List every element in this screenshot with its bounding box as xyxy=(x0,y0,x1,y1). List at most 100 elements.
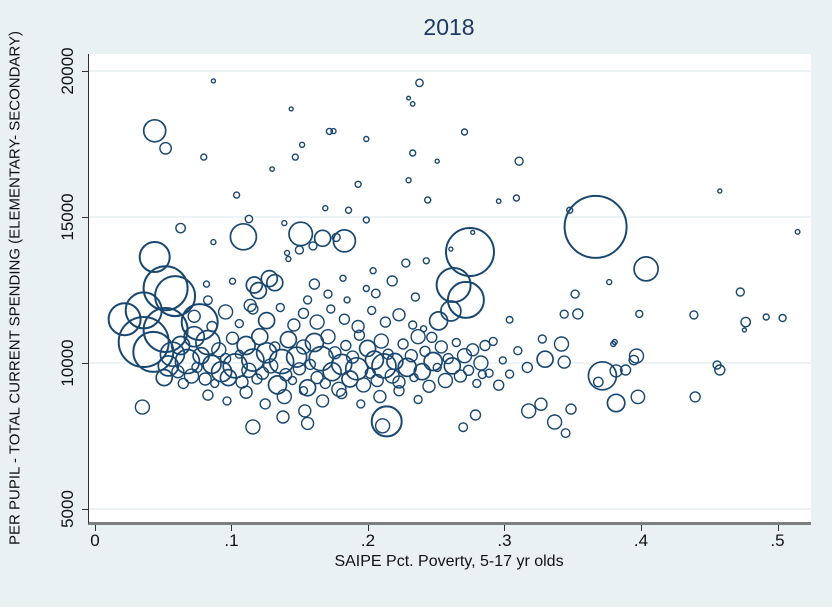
x-tick xyxy=(94,525,96,531)
y-tick-label: 15000 xyxy=(58,193,77,241)
bubble xyxy=(341,370,359,388)
bubble xyxy=(363,135,370,143)
bubble xyxy=(606,393,626,413)
x-tick-label: .5 xyxy=(770,531,785,550)
bubble xyxy=(155,368,174,387)
bubble xyxy=(330,127,337,135)
bubble xyxy=(354,180,362,189)
bubble xyxy=(250,327,269,346)
bubble xyxy=(294,245,305,255)
bubble xyxy=(217,304,234,320)
bubble xyxy=(559,309,569,319)
bubble xyxy=(689,310,699,320)
bubble xyxy=(183,368,200,384)
y-axis-title: PER PUPIL - TOTAL CURRENT SPENDING (ELEM… xyxy=(6,31,24,545)
bubble xyxy=(477,369,487,380)
bubble xyxy=(570,289,580,299)
bubble xyxy=(453,369,468,383)
y-tick xyxy=(82,216,88,218)
x-tick-label: .1 xyxy=(224,531,239,550)
bubble xyxy=(423,351,443,372)
bubble xyxy=(236,335,256,356)
bubble xyxy=(362,216,370,224)
bubble xyxy=(313,229,332,248)
bubble xyxy=(443,357,462,375)
bubble xyxy=(714,364,726,376)
x-tick-label: .3 xyxy=(497,531,512,550)
bubble xyxy=(276,410,290,424)
bubble xyxy=(351,319,365,334)
bubble xyxy=(435,267,472,303)
y-tick xyxy=(82,362,88,364)
bubble xyxy=(440,300,462,322)
bubble xyxy=(344,206,353,214)
bubble xyxy=(300,416,315,431)
bubble xyxy=(335,387,348,400)
bubble xyxy=(107,302,142,337)
y-tick-label: 5000 xyxy=(58,490,77,528)
bubble xyxy=(287,318,301,332)
bubble xyxy=(778,313,787,323)
bubble xyxy=(498,356,507,365)
bubble xyxy=(358,339,377,358)
bubble xyxy=(209,378,220,389)
bubble xyxy=(192,346,210,365)
bubble xyxy=(356,399,366,409)
bubble xyxy=(275,302,286,313)
bubble xyxy=(611,338,618,346)
bubble xyxy=(521,403,537,419)
bubble xyxy=(446,280,485,319)
bubble xyxy=(298,404,312,418)
bubble xyxy=(229,222,258,251)
bubble xyxy=(202,295,213,306)
bubble xyxy=(210,238,217,246)
bubble xyxy=(219,368,238,387)
bubble xyxy=(409,372,419,383)
bubble xyxy=(557,355,571,369)
bubble xyxy=(619,364,632,376)
bubble xyxy=(432,362,442,373)
bubble xyxy=(426,331,438,343)
bubble xyxy=(222,396,232,406)
bubble xyxy=(206,320,218,333)
bubble xyxy=(142,118,167,143)
bubble xyxy=(484,368,494,378)
bubble xyxy=(472,378,482,389)
bubble xyxy=(717,188,723,194)
bubble xyxy=(392,308,406,322)
bubble xyxy=(345,350,360,364)
bubble xyxy=(633,256,659,282)
scatter-canvas xyxy=(89,70,811,510)
bubble xyxy=(371,353,397,379)
x-tick xyxy=(367,525,369,531)
bubble xyxy=(244,214,254,224)
bubble xyxy=(762,313,770,321)
bubble xyxy=(373,389,387,404)
bubble xyxy=(370,373,384,388)
bubble xyxy=(177,377,190,390)
bubble xyxy=(458,422,469,433)
bubble xyxy=(434,158,440,164)
bubble xyxy=(245,276,264,294)
bubble xyxy=(298,386,309,396)
bubble xyxy=(170,335,191,356)
bubble xyxy=(187,309,201,323)
bubble xyxy=(410,292,421,302)
chart-title: 2018 xyxy=(423,14,475,40)
bubble xyxy=(419,325,428,333)
bubble xyxy=(442,352,454,365)
bubble xyxy=(330,353,353,376)
bubble xyxy=(241,348,265,372)
bubble xyxy=(369,266,377,275)
y-tick xyxy=(82,70,88,72)
bubble xyxy=(370,288,381,299)
bubble xyxy=(386,275,398,287)
bubble xyxy=(315,394,330,408)
x-tick xyxy=(777,525,779,531)
bubble xyxy=(374,418,391,434)
bubble xyxy=(281,219,288,227)
bubble xyxy=(202,389,214,401)
bubble xyxy=(409,149,417,157)
bubble xyxy=(255,366,270,380)
